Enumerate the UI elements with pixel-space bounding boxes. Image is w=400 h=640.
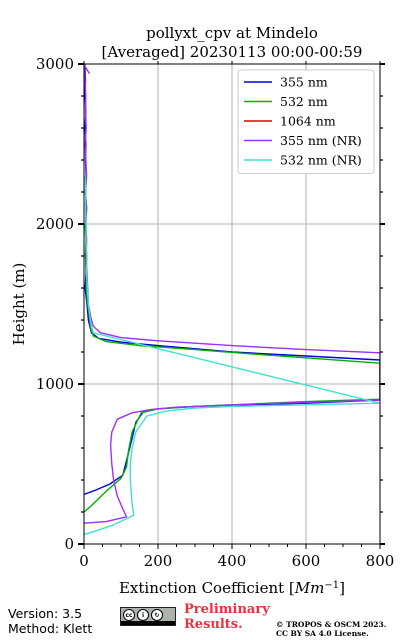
- x-tick-label: 0: [79, 552, 89, 570]
- preliminary-note: Preliminary Results.: [184, 602, 270, 632]
- series-line: [84, 175, 380, 536]
- license-line: CC BY SA 4.0 License.: [276, 629, 369, 638]
- legend-label: 532 nm (NR): [280, 153, 362, 168]
- axis-ticks: 0 200 400 600 800 0 1000 2000 3000: [36, 55, 395, 570]
- chart-subtitle: [Averaged] 20230113 00:00-00:59: [102, 43, 363, 61]
- y-tick-label: 1000: [36, 375, 74, 393]
- x-tick-label: 400: [218, 552, 247, 570]
- version-text: Version: 3.5: [8, 606, 83, 621]
- legend-label: 1064 nm: [280, 114, 336, 129]
- by-icon: i: [137, 609, 149, 621]
- chart-title: pollyxt_cpv at Mindelo: [146, 24, 318, 42]
- y-tick-label: 2000: [36, 215, 74, 233]
- cc-icon: cc: [123, 609, 135, 621]
- legend-label: 532 nm: [280, 94, 328, 109]
- legend-label: 355 nm: [280, 75, 328, 90]
- series-line: [84, 223, 380, 513]
- x-tick-label: 600: [292, 552, 321, 570]
- series-lines: [84, 64, 380, 536]
- y-tick-label: 3000: [36, 55, 74, 73]
- legend-box: [237, 69, 375, 174]
- sa-icon: ↻: [151, 609, 163, 621]
- cc-license-badge: cc i ↻: [120, 607, 176, 626]
- y-axis-label: Height (m): [10, 263, 28, 346]
- x-tick-label: 800: [366, 552, 395, 570]
- x-axis-label: Extinction Coefficient [Mm−1]: [119, 579, 345, 597]
- series-line: [84, 64, 380, 524]
- y-tick-label: 0: [64, 535, 74, 553]
- copyright-note: © TROPOS & OSCM 2023. CC BY SA 4.0 Licen…: [276, 620, 386, 638]
- preliminary-text: Preliminary: [184, 602, 270, 617]
- method-text: Method: Klett: [8, 621, 93, 636]
- results-text: Results.: [184, 617, 243, 632]
- copyright-line: © TROPOS & OSCM 2023.: [276, 620, 387, 629]
- legend: 355 nm 532 nm 1064 nm 355 nm (NR) 532 nm (NR…: [237, 69, 375, 174]
- version-info: Version: 3.5 Method: Klett: [8, 606, 92, 636]
- x-tick-label: 200: [144, 552, 173, 570]
- legend-label: 355 nm (NR): [280, 133, 362, 148]
